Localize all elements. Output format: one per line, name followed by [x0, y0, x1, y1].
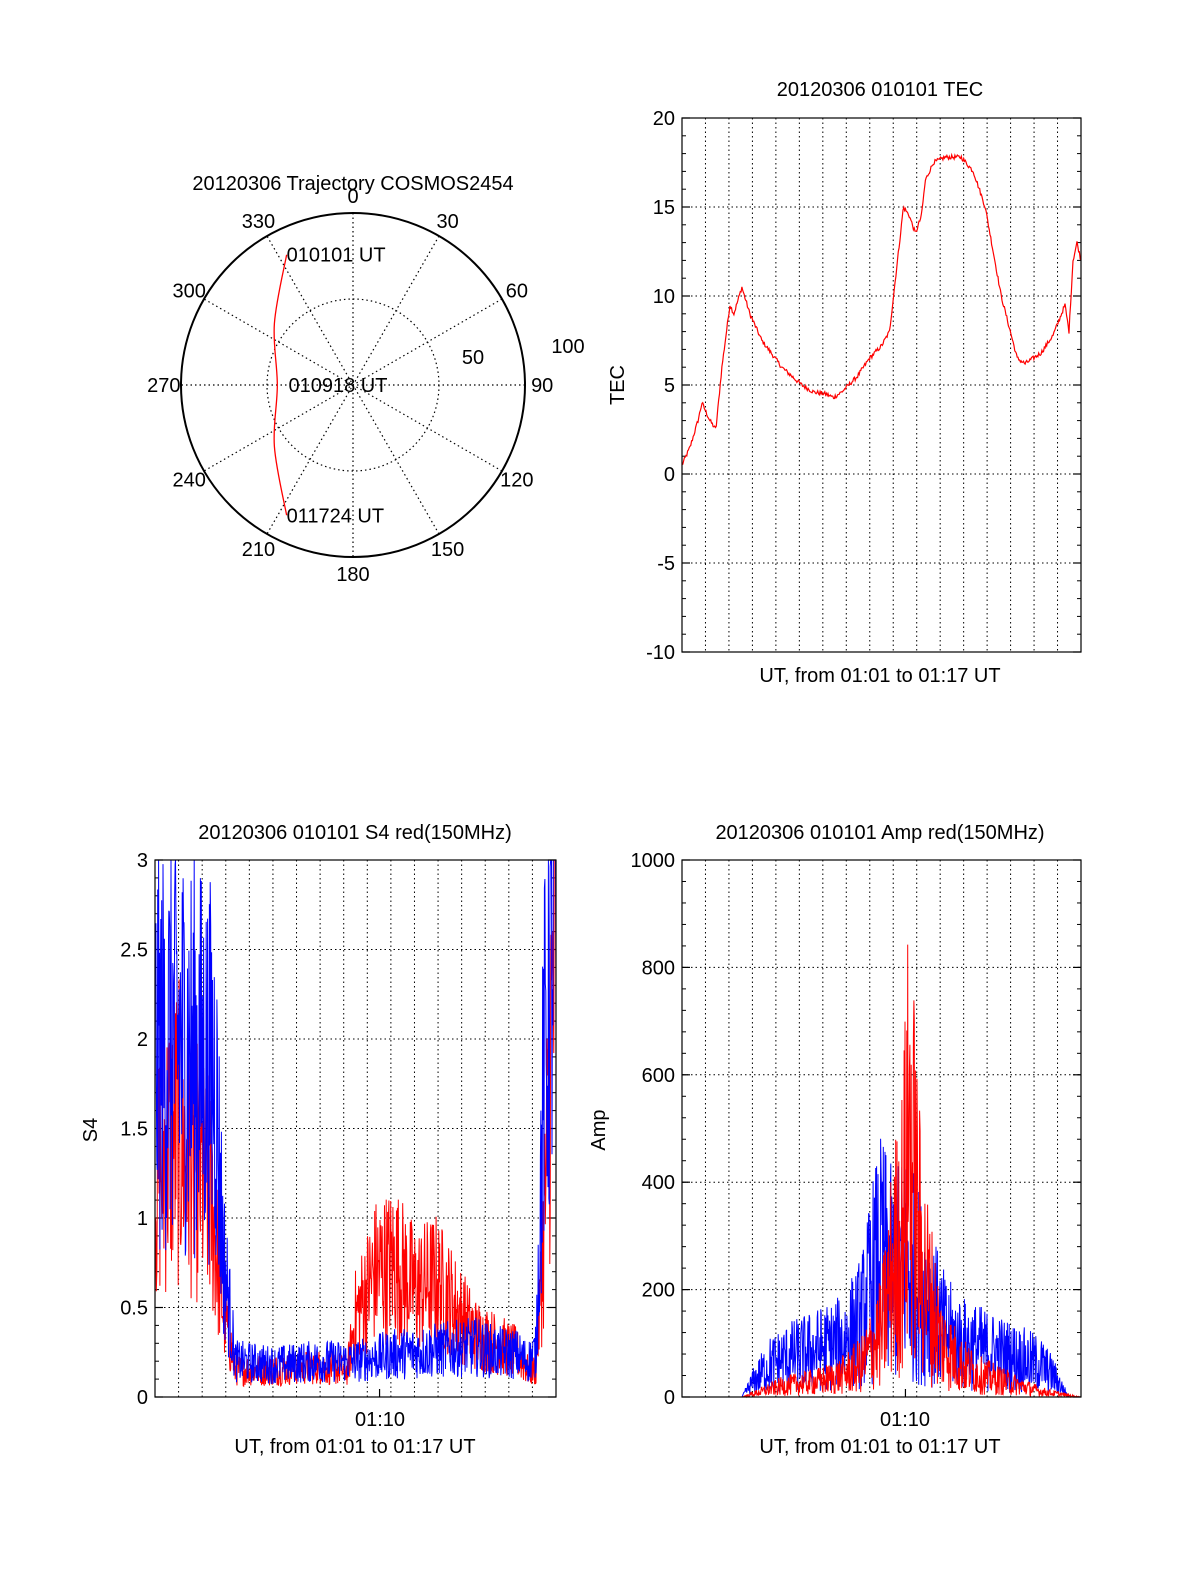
polar-angle-label: 150 [431, 539, 464, 561]
polar-angle-label: 270 [147, 375, 180, 397]
s4-y-label: S4 [80, 1118, 102, 1142]
polar-angle-label: 210 [242, 539, 275, 561]
amp-y-label: Amp [588, 1109, 610, 1150]
tec-x-label: UT, from 01:01 to 01:17 UT [759, 665, 1000, 687]
trajectory-start-label: 010101 UT [287, 245, 386, 267]
amp-panel: 20120306 010101 Amp red(150MHz) 0 200 400 6… [588, 822, 1082, 1458]
s4-axes-frame [154, 859, 557, 1398]
polar-angle-label: 180 [336, 564, 369, 586]
s4-ytick-label: 0.5 [120, 1298, 148, 1320]
tec-ytick-label: 10 [653, 286, 675, 308]
s4-ytick-label: 0 [137, 1387, 148, 1409]
amp-series [682, 944, 1082, 1399]
trajectory-mid-label: 010918 UT [289, 375, 388, 397]
polar-angle-label: 300 [172, 280, 205, 302]
tec-series-TEC [681, 152, 1082, 465]
polar-outer-circle [180, 212, 526, 558]
polar-radial-label-50: 50 [462, 347, 484, 369]
polar-angle-label: 90 [531, 375, 553, 397]
s4-title: 20120306 010101 S4 red(150MHz) [198, 822, 512, 844]
s4-x-label: UT, from 01:01 to 01:17 UT [234, 1436, 475, 1458]
amp-title: 20120306 010101 Amp red(150MHz) [715, 822, 1044, 844]
s4-ytick-label: 1.5 [120, 1119, 148, 1141]
tec-panel: 20120306 010101 TEC -10 -5 0 5 10 15 20 UT, fr… [607, 79, 1082, 687]
tec-y-ticks: -10 -5 0 5 10 15 20 [646, 108, 1081, 664]
s4-grid [155, 860, 556, 1397]
amp-ytick-label: 1000 [631, 850, 676, 872]
tec-series [681, 152, 1082, 465]
s4-ytick-label: 3 [137, 850, 148, 872]
s4-series-blue [154, 859, 557, 1384]
polar-angle-label: 120 [500, 470, 533, 492]
amp-ytick-label: 800 [642, 957, 675, 979]
s4-series-red [154, 859, 557, 1388]
tec-ytick-label: 20 [653, 108, 675, 130]
amp-ytick-label: 0 [664, 1387, 675, 1409]
polar-title: 20120306 Trajectory COSMOS2454 [192, 173, 513, 195]
polar-grid [181, 213, 525, 557]
polar-angle-label: 0 [347, 186, 358, 208]
s4-ytick-label: 2.5 [120, 940, 148, 962]
trajectory-end-label: 011724 UT [287, 505, 384, 527]
polar-angle-labels: 0 30 60 90 120 150 180 210 240 270 300 330 [147, 186, 553, 586]
amp-ytick-label: 400 [642, 1172, 675, 1194]
polar-angle-label: 330 [242, 211, 275, 233]
amp-axes-frame [681, 859, 1082, 1398]
tec-ytick-label: 15 [653, 197, 675, 219]
s4-ytick-label: 2 [137, 1029, 148, 1051]
amp-x-tick-label: 01:10 [880, 1409, 930, 1431]
tec-title: 20120306 010101 TEC [777, 79, 983, 101]
s4-ytick-label: 1 [137, 1208, 148, 1230]
s4-x-tick-label: 01:10 [355, 1409, 405, 1431]
trajectory-track-line [273, 254, 288, 516]
tec-y-label: TEC [607, 365, 629, 405]
tec-ytick-label: -5 [657, 553, 675, 575]
polar-angle-label: 60 [506, 280, 528, 302]
amp-series-blue [682, 1138, 1081, 1398]
polar-angle-label: 30 [436, 211, 458, 233]
polar-trajectory-panel: 20120306 Trajectory COSMOS2454 0 30 60 90 12… [147, 173, 585, 586]
amp-x-label: UT, from 01:01 to 01:17 UT [759, 1436, 1000, 1458]
amp-ytick-label: 600 [642, 1065, 675, 1087]
tec-axes-frame [681, 117, 1082, 653]
tec-grid [682, 118, 1081, 652]
amp-ytick-label: 200 [642, 1280, 675, 1302]
polar-radial-label-100: 100 [551, 336, 584, 358]
s4-series [154, 859, 557, 1388]
tec-ytick-label: -10 [646, 642, 675, 664]
polar-grid-spoke [266, 235, 440, 535]
polar-angle-label: 240 [172, 470, 205, 492]
tec-ytick-label: 5 [664, 375, 675, 397]
s4-panel: 20120306 010101 S4 red(150MHz) 0 0.5 1 1.5 2… [80, 822, 557, 1458]
tec-ytick-label: 0 [664, 464, 675, 486]
